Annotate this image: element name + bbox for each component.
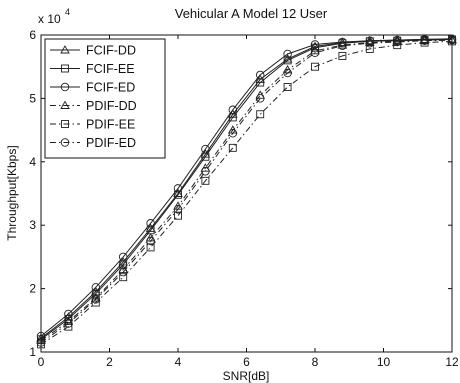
y-axis-label: Throughput[Kbps] bbox=[5, 145, 19, 240]
data-point bbox=[201, 167, 210, 176]
data-point bbox=[64, 315, 73, 323]
data-point bbox=[255, 94, 265, 103]
x-tick-label: 2 bbox=[106, 355, 113, 369]
legend-box bbox=[44, 38, 166, 159]
x-tick-label: 12 bbox=[445, 355, 459, 369]
y-tick-label: 6 bbox=[29, 28, 36, 42]
data-point bbox=[173, 205, 183, 214]
y-tick-label: 4 bbox=[29, 155, 36, 169]
x-tick-label: 8 bbox=[312, 355, 319, 369]
data-point bbox=[393, 41, 402, 50]
x-tick-label: 0 bbox=[38, 355, 45, 369]
chart-title: Vehicular A Model 12 User bbox=[175, 6, 328, 21]
data-point bbox=[392, 36, 402, 45]
legend-swatch-marker bbox=[61, 120, 69, 128]
legend-label: PDIF-EE bbox=[86, 118, 135, 132]
y-tick-label: 1 bbox=[29, 345, 36, 359]
legend-label: FCIF-DD bbox=[86, 44, 136, 58]
data-point bbox=[146, 219, 155, 228]
y-tick-label: 3 bbox=[29, 218, 36, 232]
series-line bbox=[40, 40, 453, 345]
legend-label: FCIF-EE bbox=[86, 62, 135, 76]
data-point bbox=[338, 37, 347, 47]
data-point bbox=[228, 143, 237, 152]
data-point bbox=[283, 68, 292, 78]
data-point bbox=[338, 51, 347, 60]
data-point bbox=[311, 62, 319, 71]
data-point bbox=[392, 37, 402, 47]
data-point bbox=[283, 56, 292, 65]
legend-swatch-marker bbox=[60, 100, 70, 109]
x-axis: 0 2 4 6 8 10 12 bbox=[38, 35, 459, 369]
x-axis-label: SNR[dB] bbox=[223, 369, 270, 383]
data-point bbox=[201, 144, 210, 154]
data-point bbox=[118, 252, 128, 262]
data-point bbox=[173, 188, 183, 197]
data-point bbox=[174, 211, 182, 220]
data-point bbox=[228, 129, 238, 138]
legend-swatch-marker bbox=[60, 82, 70, 92]
x-tick-label: 10 bbox=[377, 355, 391, 369]
data-point bbox=[283, 83, 292, 91]
data-point bbox=[64, 322, 73, 331]
series-pdif-ed bbox=[36, 35, 457, 347]
y-multiplier-label: x 10 bbox=[38, 12, 61, 26]
data-point bbox=[337, 40, 348, 49]
data-point bbox=[283, 49, 292, 59]
data-point bbox=[447, 35, 457, 45]
data-point bbox=[201, 176, 210, 185]
data-point bbox=[365, 36, 375, 45]
x-tick-label: 4 bbox=[175, 355, 182, 369]
y-tick-label: 5 bbox=[29, 91, 36, 105]
y-multiplier-exponent: 4 bbox=[65, 7, 70, 17]
legend-label: PDIF-DD bbox=[86, 99, 137, 113]
data-point bbox=[447, 35, 457, 44]
data-point bbox=[310, 45, 320, 55]
data-point bbox=[310, 40, 320, 49]
y-tick-label: 2 bbox=[29, 282, 36, 296]
data-point bbox=[146, 243, 155, 252]
data-point bbox=[118, 267, 128, 277]
legend: FCIF-DD FCIF-EE FCIF-ED PDIF-DD PDIF-EE PDIF-… bbox=[44, 38, 166, 159]
data-point bbox=[282, 54, 293, 63]
series-line bbox=[40, 38, 453, 340]
data-point bbox=[63, 316, 74, 326]
legend-swatch-marker bbox=[61, 64, 69, 73]
series-layer bbox=[36, 34, 457, 349]
data-point bbox=[36, 335, 46, 345]
data-point bbox=[310, 48, 320, 58]
y-axis: 1 2 3 4 5 6 bbox=[29, 28, 452, 359]
data-point bbox=[91, 283, 101, 292]
data-point bbox=[36, 331, 46, 341]
x-tick-label: 6 bbox=[243, 355, 250, 369]
legend-label: FCIF-ED bbox=[86, 81, 135, 95]
data-point bbox=[173, 184, 183, 193]
data-point bbox=[365, 38, 375, 48]
data-point bbox=[91, 289, 100, 298]
data-point bbox=[420, 36, 429, 45]
data-point bbox=[64, 319, 73, 328]
legend-swatch-marker bbox=[60, 138, 70, 147]
data-point bbox=[338, 41, 347, 51]
data-point bbox=[174, 190, 182, 199]
data-point bbox=[310, 41, 320, 50]
series-line bbox=[40, 38, 453, 337]
data-point bbox=[146, 236, 155, 246]
legend-swatch-marker bbox=[60, 45, 70, 54]
data-point bbox=[255, 70, 265, 80]
data-point bbox=[256, 110, 265, 119]
legend-label: PDIF-ED bbox=[86, 136, 136, 150]
data-point bbox=[365, 44, 374, 53]
data-point bbox=[119, 273, 128, 282]
data-point bbox=[91, 295, 101, 304]
data-point bbox=[228, 105, 238, 115]
data-point bbox=[36, 338, 46, 347]
